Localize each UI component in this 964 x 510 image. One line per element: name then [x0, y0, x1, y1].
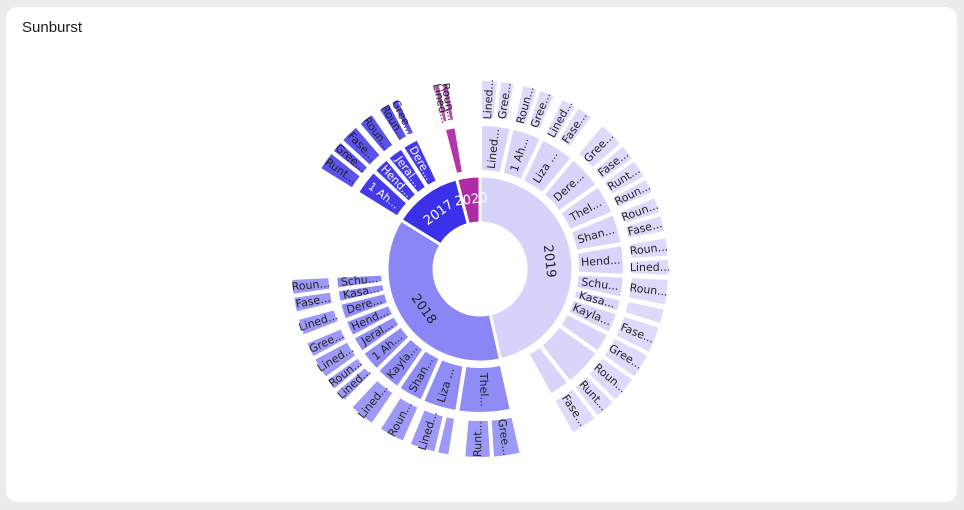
sunburst-label-1-0: Thel...: [477, 372, 491, 407]
sunburst-label-1-9: Schu...: [340, 272, 379, 289]
sunburst-segment-3-0-1[interactable]: [438, 79, 458, 125]
sunburst-segment-1[interactable]: [385, 218, 502, 364]
sunburst-segment-1-6-0[interactable]: [302, 324, 350, 361]
sunburst-label-1-0-1: Runt...: [471, 421, 484, 457]
sunburst-segment-1-9[interactable]: [333, 271, 386, 292]
sunburst-segment-2-3[interactable]: [399, 136, 441, 190]
sunburst-label-0-7-0: Roun...: [629, 281, 669, 299]
sunburst-segment-0-12[interactable]: [525, 343, 572, 398]
sunburst-label-3: 2020: [454, 191, 489, 210]
sunburst-segment-0-1-1[interactable]: [524, 86, 559, 134]
sunburst-segment-1-2-0[interactable]: [376, 393, 422, 446]
sunburst-segment-0-2-1[interactable]: [555, 103, 596, 151]
sunburst-segment-0[interactable]: [478, 174, 575, 362]
sunburst-label-0-0: Lined...: [485, 128, 502, 170]
sunburst-segment-0-5-1[interactable]: [621, 211, 669, 243]
sunburst-label-0-0-1: Gree...: [496, 82, 514, 120]
sunburst-segment-1-7-0[interactable]: [294, 306, 342, 339]
sunburst-segment-2-3-1[interactable]: [387, 95, 418, 140]
sunburst-label-1-0-0: Gree...: [495, 418, 513, 456]
sunburst-segment-3[interactable]: [455, 174, 482, 226]
sunburst-label-0-7: Schu...: [581, 275, 620, 293]
sunburst-segment-1-0-1[interactable]: [461, 416, 495, 461]
card-title: Sunburst: [22, 19, 83, 36]
sunburst-label-0-6-1: Lined...: [630, 261, 671, 274]
sunburst-label-0-6: Hend...: [581, 254, 621, 269]
sunburst-segment-0-12-0[interactable]: [550, 384, 600, 438]
sunburst-label-0-6-0: Roun...: [629, 240, 669, 257]
sunburst-label-0: 2019: [540, 244, 559, 279]
sunburst-segment-1-1-1[interactable]: [406, 405, 448, 456]
sunburst-label-1-9-0: Roun...: [291, 277, 330, 294]
sunburst-segment-1-9-0[interactable]: [288, 274, 334, 299]
sunburst-segment-3-0[interactable]: [441, 123, 467, 178]
sunburst-label-0-0-0: Lined...: [481, 79, 496, 120]
sunburst-segment-2-2-0[interactable]: [355, 110, 397, 157]
sunburst-segment-1-3-0[interactable]: [347, 376, 397, 428]
sunburst-label-1-8-0: Fase...: [295, 291, 332, 310]
sunburst-segment-0-0-1[interactable]: [493, 77, 518, 124]
